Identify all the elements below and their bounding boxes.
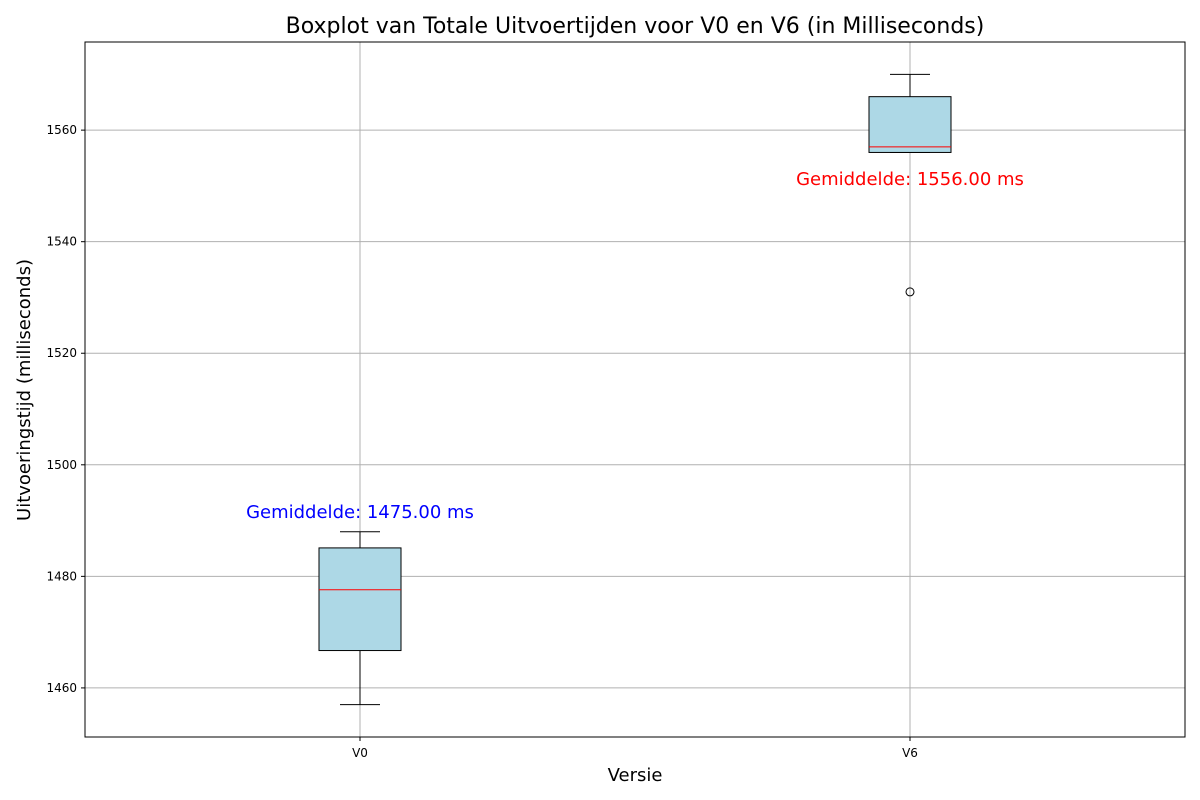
outlier-point — [905, 287, 915, 297]
y-tick-label: 1540 — [46, 235, 77, 249]
y-tick-label: 1560 — [46, 123, 77, 137]
box-v6 — [868, 96, 952, 153]
box-layer — [318, 73, 952, 706]
y-tick-label: 1480 — [46, 569, 77, 583]
mean-annotation: Gemiddelde: 1556.00 ms — [796, 169, 1024, 190]
y-tick-label: 1520 — [46, 346, 77, 360]
x-tick-label: V0 — [352, 746, 368, 760]
y-tick-label: 1460 — [46, 681, 77, 695]
plot-area-frame — [84, 41, 1186, 738]
annotation-layer: Gemiddelde: 1475.00 ms Gemiddelde: 1556.0… — [246, 169, 1024, 523]
grid-lines — [85, 42, 1185, 737]
x-axis-label: Versie — [608, 765, 663, 786]
chart-title: Boxplot van Totale Uitvoertijden voor V0… — [286, 14, 985, 39]
y-axis-label: Uitvoeringstijd (milliseconds) — [14, 259, 35, 521]
x-tick-label: V6 — [902, 746, 918, 760]
box-v0 — [318, 547, 402, 652]
tick-layer: 1460 1480 1500 1520 1540 1560 V0 V6 — [46, 123, 917, 760]
mean-annotation: Gemiddelde: 1475.00 ms — [246, 502, 474, 523]
y-tick-label: 1500 — [46, 458, 77, 472]
